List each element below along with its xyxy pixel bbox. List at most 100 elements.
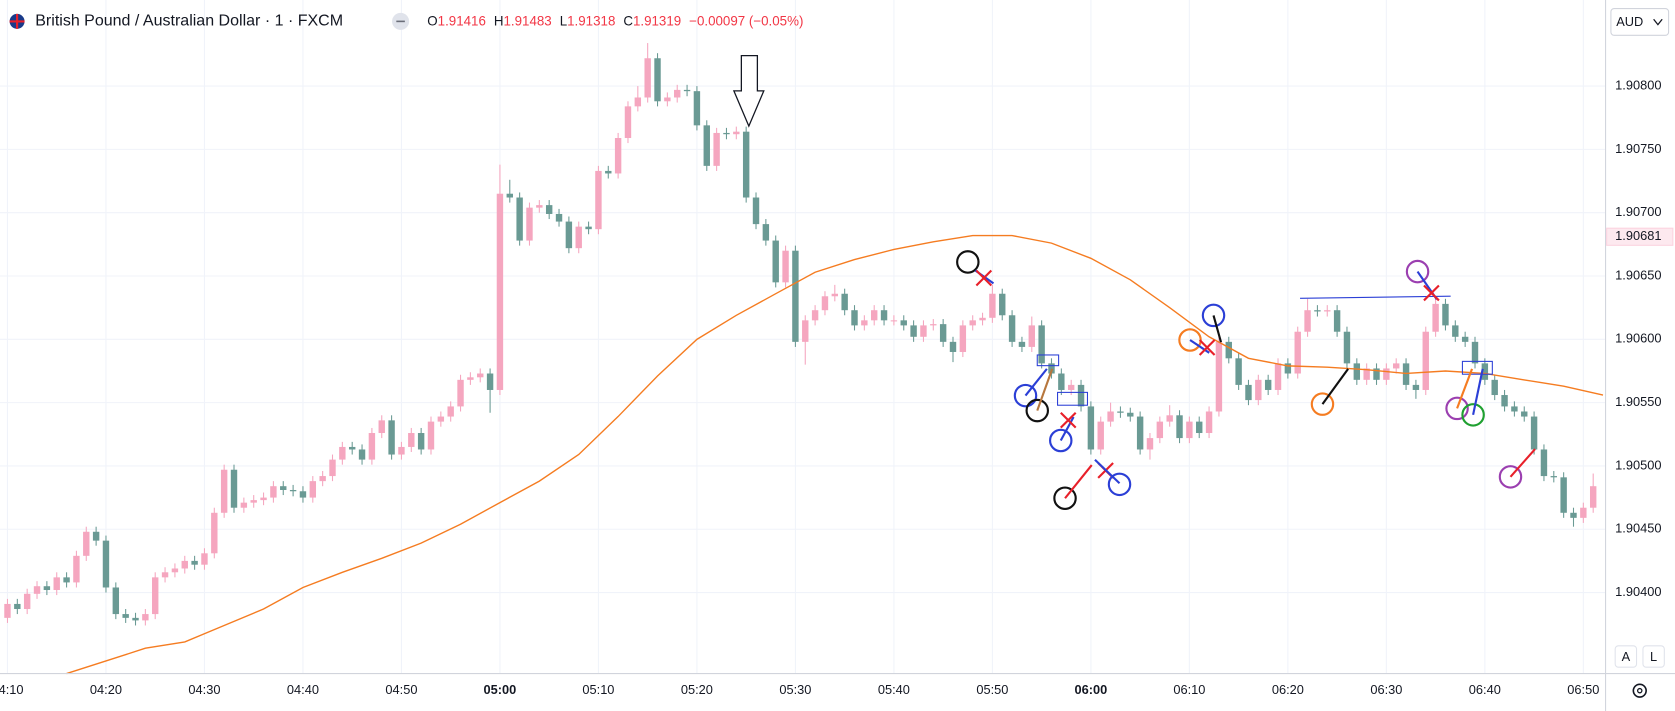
candle-body — [250, 500, 257, 503]
candle-body — [1501, 395, 1508, 407]
candle-body — [959, 325, 967, 352]
candle-body — [821, 296, 829, 311]
line — [1321, 368, 1349, 405]
time-axis: 04:10 04:20 04:30 04:40 04:50 05:00 05:10 05:20… — [0, 682, 1599, 697]
box — [1461, 360, 1493, 375]
candle-body — [693, 91, 701, 126]
settings-gear-center[interactable] — [1636, 687, 1643, 694]
candle-body — [201, 553, 208, 565]
ohlc-value: 1.91416 — [438, 13, 486, 28]
currency-label[interactable]: AUD — [1616, 14, 1643, 29]
candle-body — [1353, 363, 1361, 380]
circle — [1445, 396, 1469, 421]
candle-body — [1560, 477, 1567, 513]
candle-body — [1550, 476, 1558, 478]
candle-body — [1264, 379, 1272, 390]
x-tick-label: 06:30 — [1370, 682, 1402, 697]
candle-body — [260, 497, 267, 501]
candle-body — [1314, 310, 1321, 312]
candle-body — [1432, 303, 1439, 332]
candle-body — [1324, 310, 1331, 312]
circle — [1498, 465, 1523, 489]
candle-body — [1215, 341, 1223, 412]
line — [1036, 368, 1054, 411]
candle-body — [939, 324, 947, 342]
log-scale-label[interactable]: L — [1650, 649, 1657, 664]
moving-average-line — [66, 234, 1604, 675]
price-label-box — [1606, 227, 1674, 246]
y-tick-label: 1.90550 — [1615, 394, 1661, 409]
candle-body — [240, 502, 248, 508]
x-tick-label: 04:10 — [0, 682, 24, 697]
candle-body — [339, 446, 346, 460]
y-tick-label: 1.90400 — [1615, 584, 1661, 599]
x-tick-label: 05:40 — [878, 682, 910, 697]
candle-body — [1422, 331, 1429, 390]
candle-body — [1058, 373, 1065, 390]
cross — [1423, 284, 1440, 302]
candle-body — [1274, 363, 1282, 390]
ohlc-values: O1.91416 H1.91483 L1.91318 C1.91319 −0.0… — [427, 13, 803, 28]
candle-body — [1166, 415, 1173, 422]
candle-body — [73, 555, 80, 583]
currency-button[interactable] — [1610, 8, 1670, 36]
candle-body — [53, 577, 60, 591]
candle-body — [1343, 331, 1351, 364]
y-tick-label: 1.90650 — [1615, 267, 1661, 282]
candle-body — [1284, 363, 1292, 374]
x-tick-label: 05:20 — [681, 682, 713, 697]
candle-body — [989, 293, 996, 318]
auto-scale-button[interactable] — [1614, 645, 1638, 668]
candle-body — [92, 531, 100, 541]
price-label: 1.90681 — [1615, 228, 1661, 243]
settings-gear[interactable] — [1632, 683, 1647, 698]
line — [1064, 464, 1093, 499]
candle-body — [132, 617, 139, 621]
line — [1509, 448, 1536, 478]
candle-body — [486, 373, 494, 390]
price-axis: 1.90400 1.90450 1.90500 1.90550 1.90600 1.906… — [1606, 77, 1674, 599]
candle-body — [1107, 411, 1114, 422]
candle-body — [871, 310, 878, 321]
candle-body — [230, 469, 238, 508]
candle-body — [1393, 363, 1400, 369]
candle-body — [102, 540, 110, 588]
candle-body — [63, 577, 70, 583]
candle-body — [1196, 421, 1203, 434]
x-tick-label: 04:30 — [188, 682, 220, 697]
x-tick-label: 04:40 — [287, 682, 319, 697]
settings-button[interactable] — [1632, 683, 1647, 698]
x-tick-label: 06:20 — [1272, 682, 1304, 697]
candle-body — [14, 603, 21, 610]
candle-body — [536, 205, 543, 208]
legend-header: British Pound / Australian Dollar · 1 · … — [9, 12, 803, 30]
cross — [1060, 411, 1077, 429]
x-tick-label: 06:50 — [1567, 682, 1599, 697]
y-tick-label: 1.90700 — [1615, 204, 1661, 219]
candle-body — [1442, 303, 1449, 326]
log-scale-button[interactable] — [1642, 645, 1665, 668]
circle — [1107, 472, 1132, 497]
candle-body — [595, 170, 602, 230]
ohlc-value: 1.91318 — [567, 13, 615, 28]
candle-body — [949, 341, 957, 352]
candle-body — [792, 250, 799, 342]
candle-body — [733, 131, 740, 135]
candle-body — [664, 97, 671, 102]
ohlc-label: H — [494, 13, 504, 28]
candle-body — [427, 421, 435, 450]
candle-body — [674, 89, 681, 98]
auto-scale-label[interactable]: A — [1622, 649, 1631, 664]
candle-body — [1117, 411, 1124, 413]
x-tick-label: 04:20 — [90, 682, 122, 697]
candle-body — [605, 170, 612, 174]
symbol-title[interactable]: British Pound / Australian Dollar · 1 · … — [35, 12, 343, 30]
candle-body — [1067, 384, 1075, 390]
candle-body — [319, 476, 326, 482]
ohlc-change: −0.00097 (−0.05%) — [689, 13, 803, 28]
candle-body — [43, 586, 51, 591]
x-tick-label: 05:10 — [582, 682, 614, 697]
candle-body — [1294, 331, 1301, 374]
candle-body — [1205, 411, 1213, 434]
